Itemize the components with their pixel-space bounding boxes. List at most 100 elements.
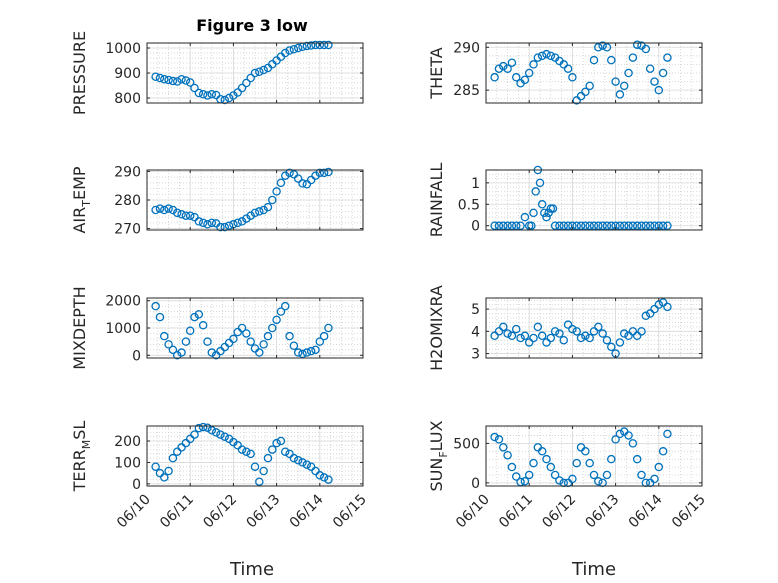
data-point [255, 67, 264, 77]
data-point [302, 41, 312, 51]
data-point [507, 331, 517, 341]
data-point [533, 53, 543, 62]
data-point [650, 221, 659, 230]
data-point [619, 221, 629, 230]
axes-box [146, 425, 364, 487]
data-point [494, 64, 504, 73]
data-point [268, 323, 277, 333]
data-point [615, 221, 625, 230]
data-point [645, 64, 655, 73]
data-point [542, 338, 551, 347]
axes-box [485, 42, 703, 104]
data-point [211, 90, 221, 100]
data-point [324, 475, 333, 484]
tick-marks [485, 426, 703, 486]
data-point [654, 462, 664, 472]
data-point [650, 304, 659, 314]
data-point [628, 53, 638, 62]
data-point [229, 334, 238, 344]
data-point [550, 470, 560, 480]
data-point [607, 454, 616, 464]
y-tick-label: 1 [471, 176, 480, 192]
figure-title: Figure 3 low [196, 16, 308, 35]
data-point [563, 320, 573, 329]
data-point [280, 48, 290, 58]
x-tick-label: 06/12 [539, 492, 579, 532]
data-point [255, 348, 264, 357]
data-point [615, 90, 625, 99]
tick-marks [485, 43, 703, 103]
data-point [650, 474, 659, 484]
y-axis-label: RAINFALL [427, 163, 446, 238]
data-point [559, 221, 569, 230]
data-point [190, 312, 199, 322]
data-point [535, 178, 545, 188]
data-point [602, 221, 612, 230]
data-point [185, 211, 195, 220]
data-point [177, 443, 186, 452]
y-tick-label: 1000 [105, 321, 141, 337]
data-point [527, 221, 536, 230]
data-point [572, 96, 581, 105]
data-point [531, 187, 540, 196]
data-point [490, 432, 499, 442]
y-tick-label: 0 [471, 219, 480, 235]
data-point [529, 458, 538, 468]
y-tick-label: 1000 [105, 41, 141, 57]
data-point [611, 77, 620, 86]
data-point [572, 327, 581, 336]
data-point [624, 331, 633, 341]
x-tick-label: 06/10 [453, 492, 493, 532]
series-markers [490, 298, 672, 358]
data-point [177, 75, 186, 84]
data-point [555, 221, 564, 230]
subplot-air-temp: 270 280 290 AIRTEMP [70, 164, 364, 238]
data-point [203, 220, 212, 229]
y-tick-label: 800 [114, 91, 141, 107]
data-point [203, 337, 212, 346]
y-axis-label: H2OMIXRA [427, 285, 446, 371]
subplot-theta: 285 290 THETA [427, 40, 703, 105]
data-point [658, 447, 668, 456]
data-point [499, 61, 508, 71]
data-point [164, 75, 173, 85]
data-point [298, 458, 307, 467]
data-point [302, 180, 312, 189]
data-point [619, 81, 629, 91]
data-point [293, 43, 303, 53]
y-tick-label: 0 [132, 348, 141, 364]
data-point [503, 64, 512, 73]
data-point [594, 221, 603, 230]
data-point [598, 41, 607, 50]
data-point [172, 351, 182, 360]
data-point [654, 85, 664, 95]
data-point [276, 307, 286, 316]
data-point [160, 75, 169, 84]
data-point [233, 218, 242, 228]
data-point [546, 333, 556, 343]
series-markers [151, 422, 333, 486]
data-point [164, 204, 173, 213]
subplot-pressure: 800 900 1000 PRESSURE [70, 31, 364, 115]
data-point [211, 428, 221, 437]
data-point [263, 331, 273, 341]
y-tick-label: 290 [114, 164, 141, 180]
data-point [177, 348, 186, 357]
data-point [581, 87, 590, 97]
y-tick-label: 0 [471, 476, 480, 492]
data-point [151, 462, 160, 471]
data-point [224, 93, 234, 103]
y-tick-label: 500 [453, 436, 480, 452]
y-axis-label: AIRTEMP [70, 166, 93, 233]
axes-box [485, 297, 703, 359]
data-point [537, 200, 547, 209]
tick-marks [146, 426, 364, 486]
data-point [516, 333, 525, 343]
data-point [181, 438, 191, 448]
data-point [311, 466, 320, 476]
data-point [602, 43, 612, 52]
data-point [548, 204, 558, 213]
data-point [306, 41, 316, 50]
data-point [663, 302, 672, 312]
